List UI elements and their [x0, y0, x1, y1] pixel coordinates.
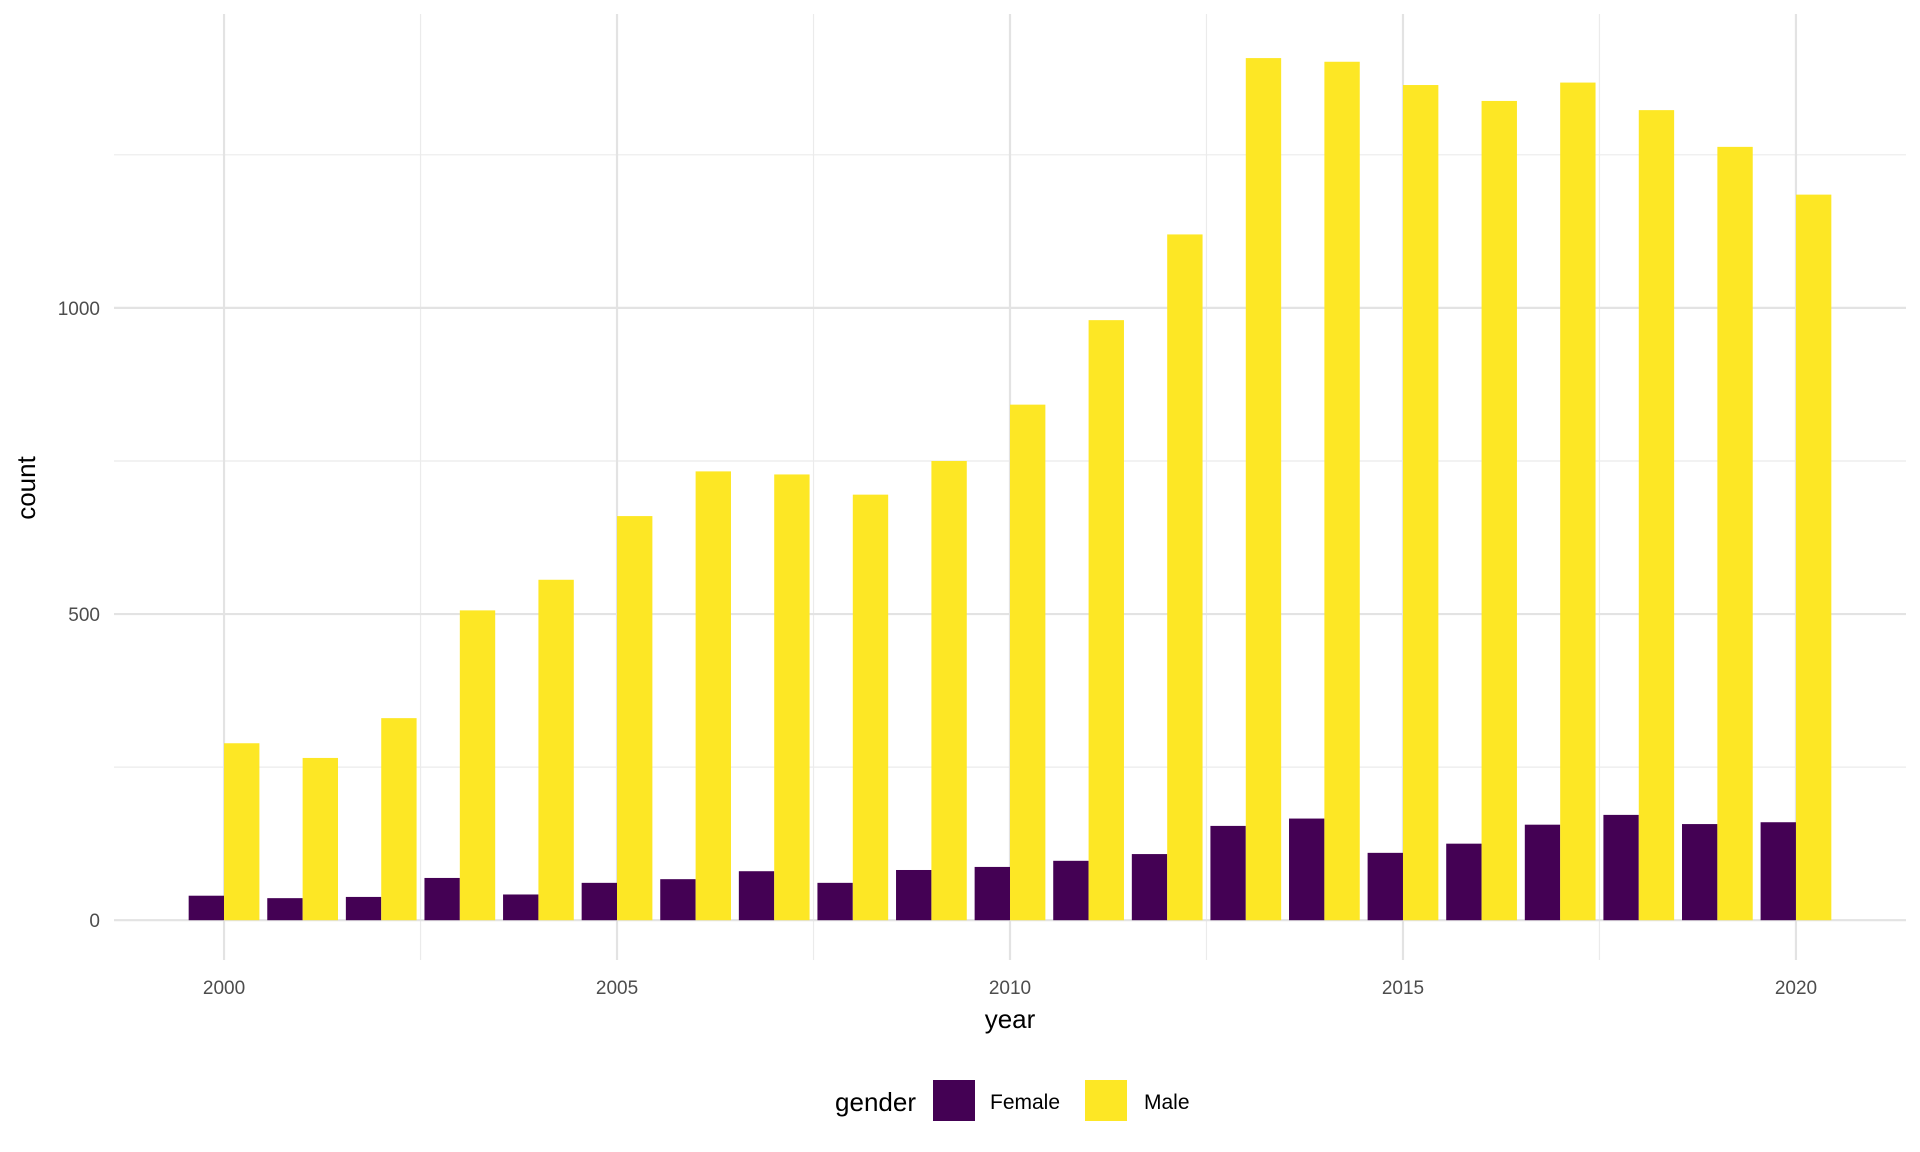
bar-female-2004: [503, 894, 539, 921]
legend-swatch-male: [1085, 1080, 1127, 1121]
bar-female-2012: [1131, 854, 1168, 921]
legend-label-male: Male: [1144, 1091, 1190, 1114]
bar-male-2015: [1402, 85, 1439, 921]
bar-female-2020: [1760, 822, 1796, 921]
bar-male-2000: [224, 743, 260, 921]
bar-male-2013: [1245, 58, 1282, 921]
bar-male-2005: [617, 516, 653, 921]
bar-female-2009: [896, 869, 932, 921]
bar-female-2007: [738, 871, 775, 921]
bar-male-2001: [302, 757, 338, 921]
bar-male-2016: [1481, 100, 1517, 921]
bar-female-2001: [267, 898, 303, 921]
bar-male-2020: [1795, 194, 1832, 921]
bar-male-2009: [931, 460, 967, 921]
bar-female-2003: [424, 877, 460, 921]
x-tick-label: 2020: [1775, 978, 1817, 999]
bar-female-2016: [1446, 843, 1482, 921]
bar-male-2017: [1560, 82, 1596, 921]
bar-male-2014: [1324, 61, 1360, 921]
bar-female-2013: [1210, 825, 1246, 921]
bar-female-2019: [1682, 824, 1718, 921]
legend-title: gender: [835, 1087, 916, 1117]
bar-female-2000: [188, 895, 225, 921]
bar-male-2018: [1638, 110, 1675, 921]
bar-female-2008: [817, 882, 853, 921]
bar-male-2010: [1010, 404, 1046, 921]
bar-male-2012: [1167, 234, 1203, 921]
bar-male-2011: [1088, 320, 1124, 921]
x-tick-label: 2010: [989, 978, 1031, 999]
bar-female-2018: [1603, 814, 1639, 921]
legend-swatch-female: [933, 1080, 975, 1121]
x-axis-title: year: [985, 1004, 1036, 1034]
x-tick-label: 2015: [1382, 978, 1424, 999]
legend: gender Female Male: [835, 1080, 1190, 1121]
bar-male-2003: [459, 610, 496, 921]
bar-female-2010: [974, 866, 1010, 921]
bar-female-2017: [1524, 824, 1561, 921]
bar-female-2002: [345, 896, 382, 921]
bar-male-2008: [852, 494, 889, 921]
bar-female-2011: [1053, 860, 1089, 921]
bar-female-2014: [1289, 818, 1325, 921]
y-axis-title: count: [11, 455, 41, 519]
x-tick-label: 2005: [596, 978, 638, 999]
bar-male-2019: [1717, 146, 1753, 921]
bar-female-2006: [660, 879, 696, 921]
bar-male-2002: [381, 718, 417, 921]
bar-male-2006: [695, 471, 731, 921]
bar-female-2015: [1367, 852, 1403, 921]
legend-label-female: Female: [990, 1091, 1060, 1114]
y-tick-label: 500: [68, 605, 100, 626]
y-tick-label: 0: [89, 911, 100, 932]
bars: [188, 58, 1832, 921]
bar-female-2005: [581, 882, 618, 921]
bar-male-2004: [538, 579, 574, 921]
y-tick-label: 1000: [58, 299, 100, 320]
bar-male-2007: [774, 474, 810, 921]
tick-labels: 0 500 1000 2000 2005 2010 2015 2020: [58, 299, 1817, 999]
x-tick-label: 2000: [203, 978, 245, 999]
